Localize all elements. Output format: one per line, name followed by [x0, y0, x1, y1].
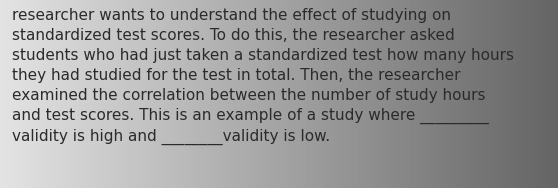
Text: researcher wants to understand the effect of studying on
standardized test score: researcher wants to understand the effec… — [12, 8, 514, 145]
